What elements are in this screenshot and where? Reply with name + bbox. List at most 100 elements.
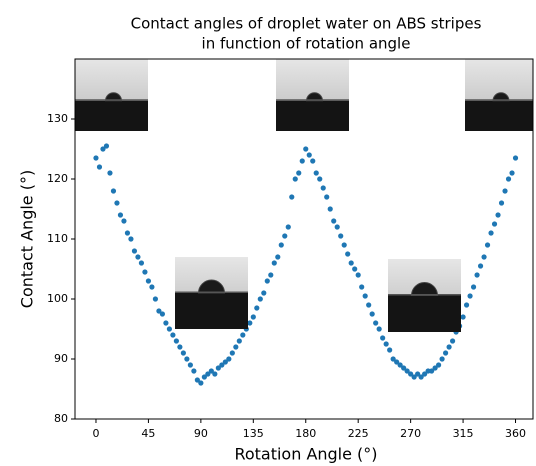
data-point [145, 278, 152, 284]
data-point [205, 371, 211, 377]
data-point [362, 293, 368, 299]
data-point [222, 359, 228, 365]
data-point [327, 206, 333, 212]
data-point [512, 155, 519, 161]
inset-photo [465, 59, 533, 131]
data-point [170, 332, 176, 338]
data-point [292, 176, 298, 182]
data-point [422, 371, 428, 377]
data-point [404, 368, 410, 374]
data-point [173, 338, 179, 344]
substrate [465, 100, 533, 131]
data-point [261, 290, 267, 296]
x-tick-label: 45 [141, 427, 155, 440]
data-point [446, 344, 452, 350]
data-point [184, 356, 190, 362]
data-point [359, 284, 365, 290]
data-point [348, 260, 354, 266]
data-point [257, 296, 263, 302]
data-point [401, 365, 407, 371]
x-tick-label: 225 [348, 427, 369, 440]
data-point [219, 362, 225, 368]
data-point [233, 344, 239, 350]
data-point [240, 332, 246, 338]
droplet [410, 282, 439, 296]
data-point [117, 212, 124, 218]
data-point [352, 266, 358, 272]
data-point [408, 371, 414, 377]
data-point [278, 242, 284, 248]
data-point [149, 284, 155, 290]
data-point [103, 143, 110, 149]
data-point [226, 356, 232, 362]
inset-photo [75, 59, 148, 131]
data-point [138, 260, 145, 266]
data-point [491, 221, 498, 227]
highlight [175, 291, 248, 293]
data-point [296, 170, 302, 176]
data-point [264, 278, 270, 284]
data-point [345, 251, 351, 257]
data-point [299, 158, 305, 164]
data-point [142, 269, 148, 275]
data-point [187, 362, 193, 368]
data-point [355, 272, 361, 278]
data-point [390, 356, 396, 362]
x-tick-label: 180 [295, 427, 316, 440]
data-point [208, 368, 214, 374]
data-point [285, 224, 291, 230]
data-point [310, 158, 316, 164]
data-point [236, 338, 242, 344]
inset-photo [388, 259, 461, 332]
data-point [317, 176, 323, 182]
data-point [484, 242, 491, 248]
data-point [394, 359, 400, 365]
chart-title: Contact angles of droplet water on ABS s… [131, 15, 482, 33]
droplet [197, 279, 226, 294]
data-point [201, 374, 207, 380]
x-tick-label: 90 [194, 427, 208, 440]
data-point [131, 248, 138, 254]
y-tick-label: 120 [47, 172, 68, 185]
data-point [124, 230, 131, 236]
data-point [194, 377, 200, 383]
inset-photo [175, 257, 248, 329]
data-point [212, 371, 218, 377]
inset-photo [276, 59, 349, 131]
data-point [498, 200, 505, 206]
data-point [114, 200, 120, 206]
highlight [276, 99, 349, 101]
data-point [436, 362, 442, 368]
data-point [338, 233, 344, 239]
data-point [275, 254, 281, 260]
data-point [110, 188, 117, 194]
data-point [215, 365, 221, 371]
x-tick-label: 0 [92, 427, 99, 440]
data-point [93, 155, 99, 161]
data-point [152, 296, 159, 302]
data-point [439, 356, 445, 362]
data-point [191, 368, 197, 374]
y-tick-label: 110 [47, 232, 68, 245]
data-point [320, 185, 326, 191]
data-point [121, 218, 127, 224]
data-point [254, 305, 260, 311]
x-tick-label: 360 [505, 427, 526, 440]
data-point [366, 302, 372, 308]
data-point [156, 308, 162, 314]
data-point [341, 242, 347, 248]
data-point [324, 194, 330, 200]
data-point [159, 311, 166, 317]
data-point [509, 170, 515, 176]
data-point [229, 350, 235, 356]
data-point [107, 170, 113, 176]
data-point [128, 236, 134, 242]
data-point [477, 263, 484, 269]
data-point [449, 338, 456, 344]
data-point [411, 374, 417, 380]
x-tick-label: 135 [243, 427, 264, 440]
y-tick-label: 100 [47, 292, 68, 305]
y-tick-label: 130 [47, 112, 68, 125]
data-point [429, 368, 435, 374]
